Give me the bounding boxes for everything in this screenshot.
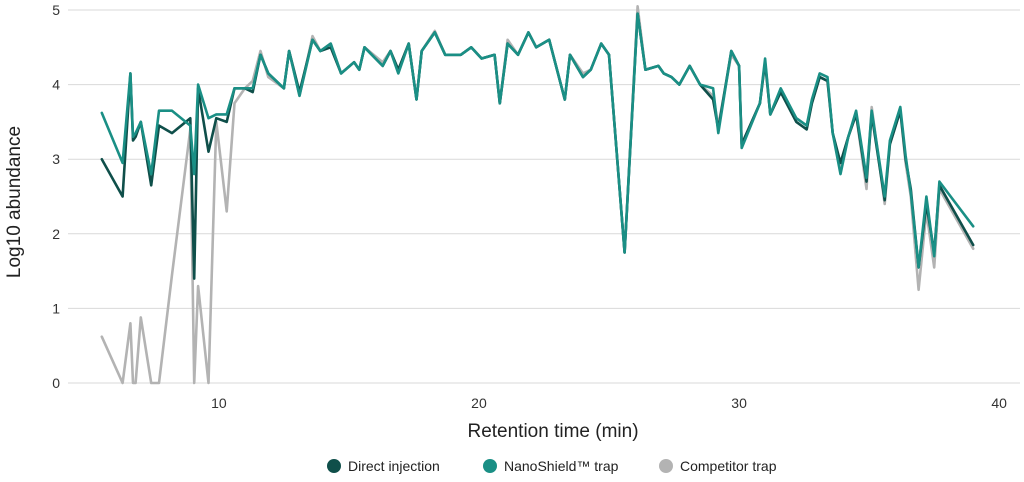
y-tick-label: 4 [52, 77, 60, 93]
series-lines [100, 5, 975, 385]
legend-label: Direct injection [348, 458, 440, 474]
gridlines [68, 9, 1020, 384]
x-tick-label: 10 [211, 395, 227, 411]
legend-swatch [659, 459, 673, 473]
legend-item: Direct injection [327, 458, 440, 474]
x-axis-ticks: 10 20 30 40 [211, 395, 1007, 411]
x-tick-label: 40 [991, 395, 1007, 411]
x-axis-title: Retention time (min) [467, 421, 638, 442]
series-line-competitor-trap [100, 5, 975, 385]
x-tick-label: 30 [731, 395, 747, 411]
legend-label: Competitor trap [680, 458, 777, 474]
y-tick-label: 2 [52, 226, 60, 242]
y-tick-label: 5 [52, 2, 60, 18]
y-tick-label: 0 [52, 375, 60, 391]
y-axis-title: Log10 abundance [4, 126, 25, 278]
x-tick-label: 20 [471, 395, 487, 411]
legend-item: Competitor trap [659, 458, 777, 474]
y-tick-label: 3 [52, 151, 60, 167]
legend-swatch [483, 459, 497, 473]
legend: Direct injection NanoShield™ trap Competit… [327, 458, 777, 474]
legend-swatch [327, 459, 341, 473]
legend-item: NanoShield™ trap [483, 458, 619, 474]
series-line-nanoshield-trap [100, 12, 975, 269]
legend-label: NanoShield™ trap [504, 458, 619, 474]
y-tick-label: 1 [52, 300, 60, 316]
y-axis-ticks: 0 1 2 3 4 5 [52, 2, 60, 391]
